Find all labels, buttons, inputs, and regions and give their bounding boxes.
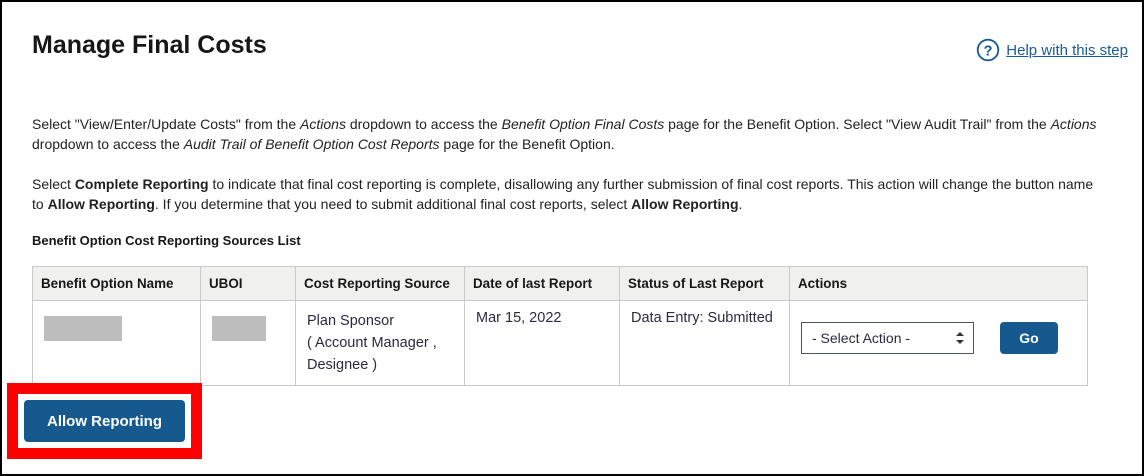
svg-text:?: ?: [984, 43, 993, 59]
